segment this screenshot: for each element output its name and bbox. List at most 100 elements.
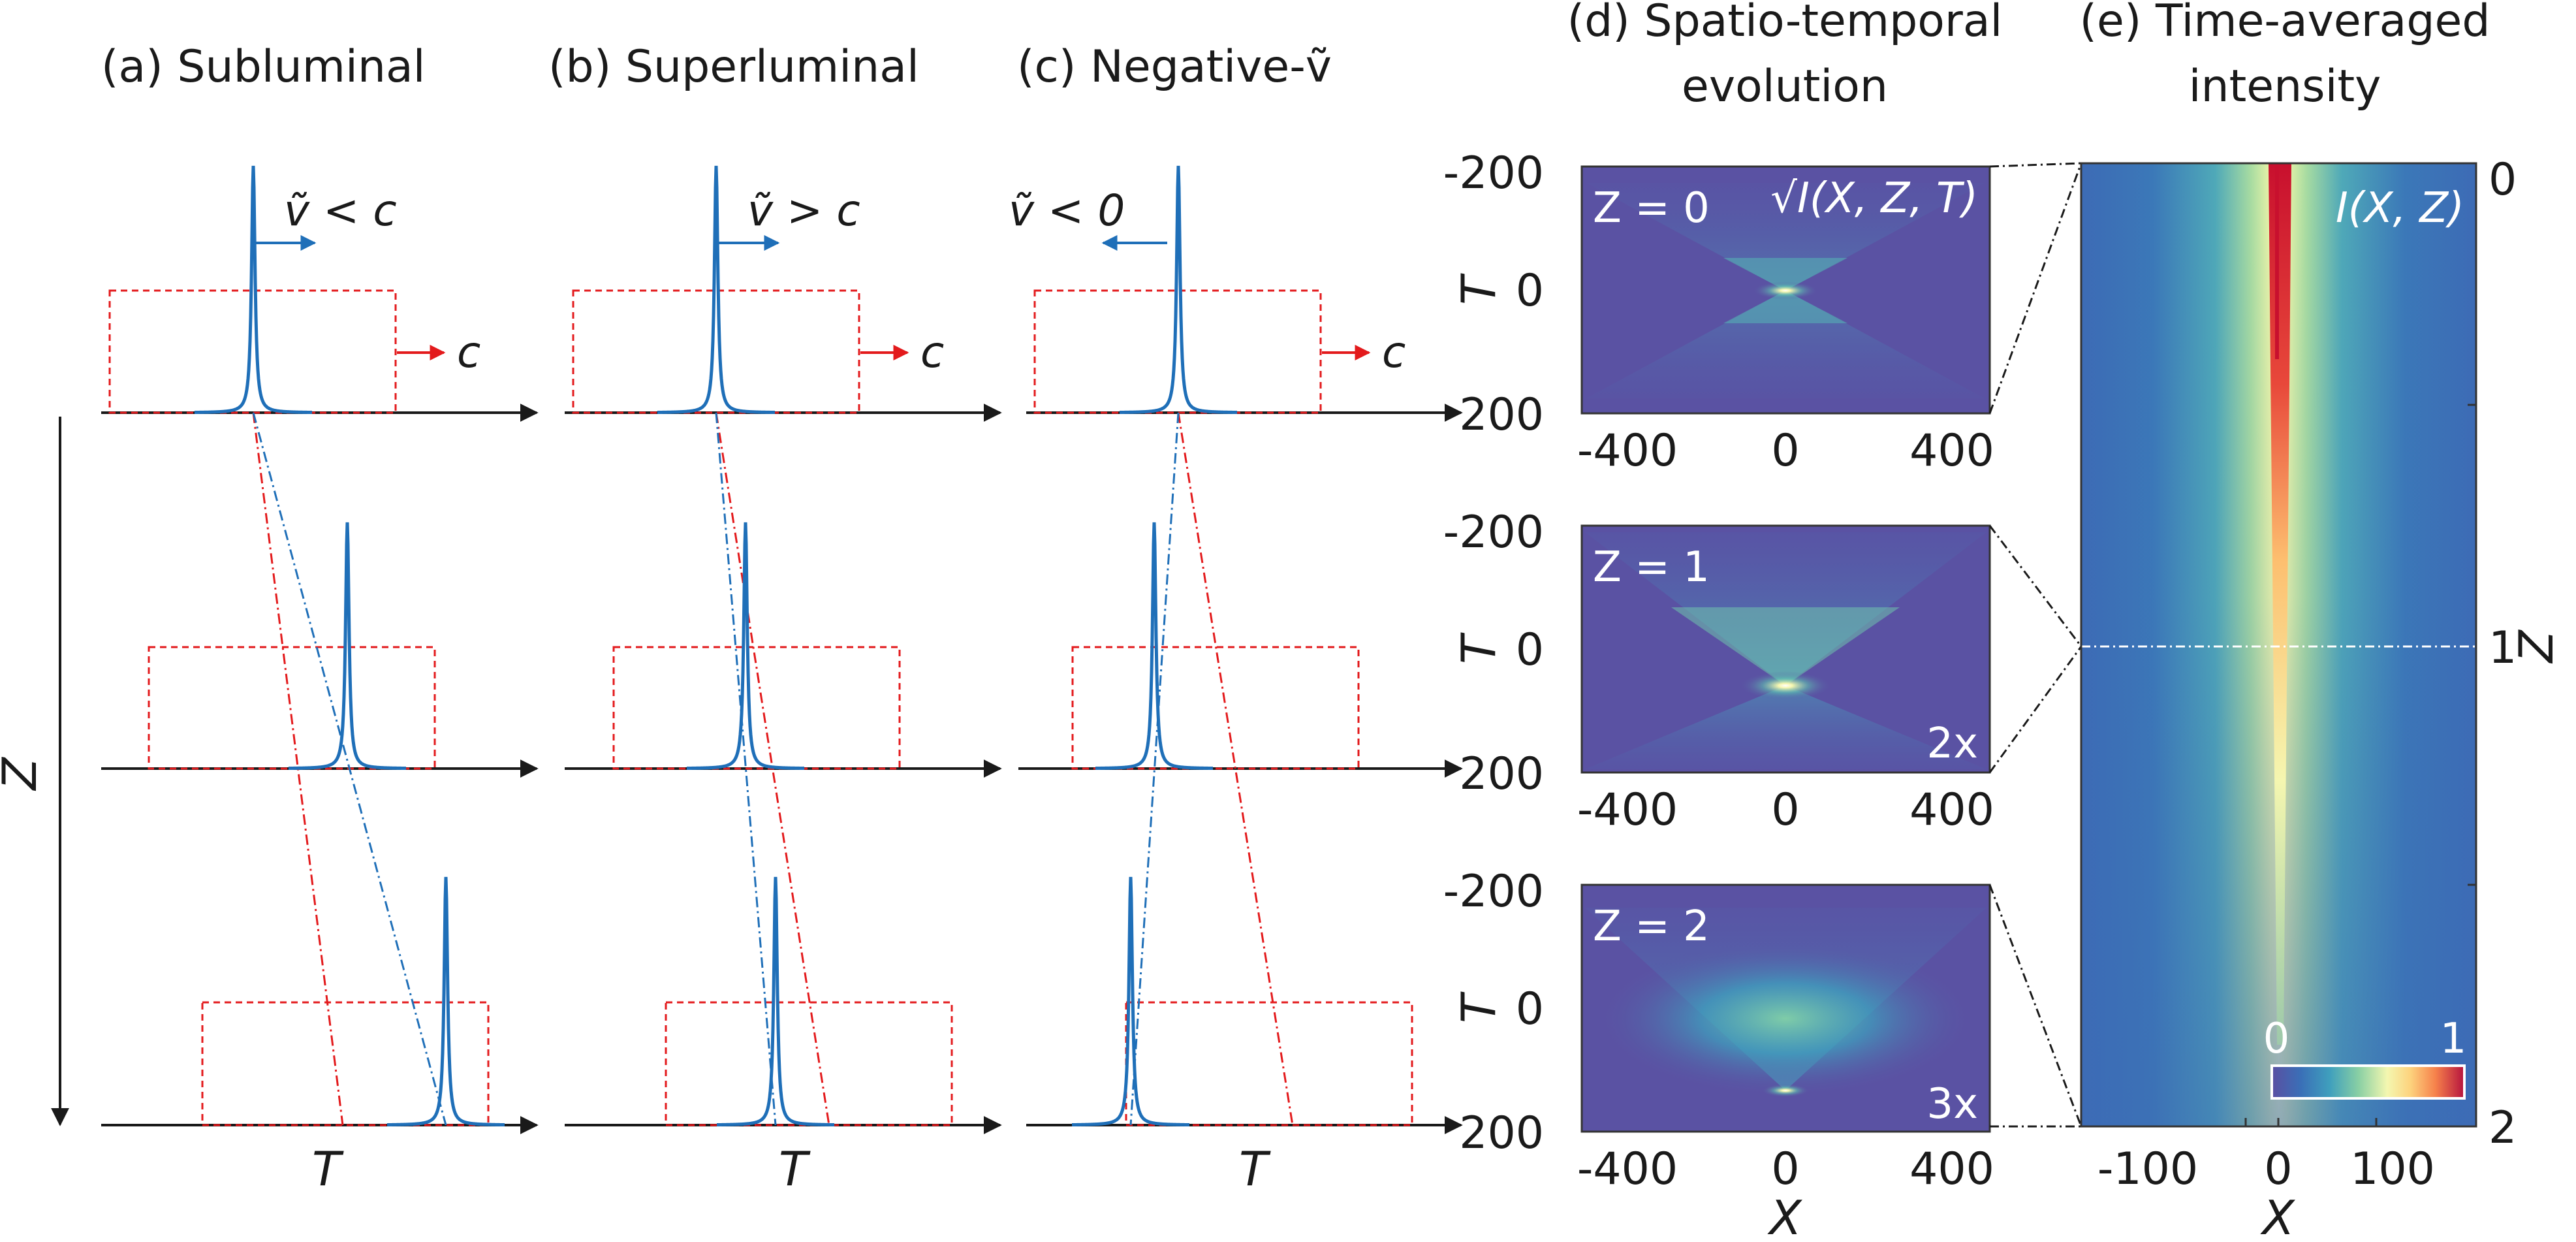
intensity-core-peak bbox=[2275, 163, 2279, 359]
z-axis-label-e: Z bbox=[2509, 629, 2564, 664]
pulses bbox=[194, 165, 1238, 1127]
colorbar bbox=[2270, 1064, 2466, 1100]
pulse-a-row2 bbox=[288, 522, 407, 771]
st-fan-lower-z0 bbox=[1586, 291, 1985, 398]
z-tick: 0 bbox=[2489, 154, 2517, 206]
st-quantity-label: √I(X, Z, T) bbox=[1770, 174, 1978, 223]
t-tick: -200 bbox=[1443, 507, 1544, 558]
pulse-trajectory-c bbox=[1129, 412, 1180, 1126]
t-tick: 0 bbox=[1516, 624, 1544, 676]
light-speed-label-b: c bbox=[920, 327, 944, 377]
st-frame-border-z0 bbox=[1580, 165, 1991, 415]
pulse-trajectory-a bbox=[252, 412, 447, 1126]
x-tick: 0 bbox=[1771, 784, 1799, 836]
x-tick: 0 bbox=[1771, 1143, 1799, 1195]
light-speed-label-c: c bbox=[1382, 327, 1406, 377]
st-z-label-1: Z = 1 bbox=[1593, 543, 1710, 592]
panel-e-title-line1: (e) Time-averaged bbox=[2080, 0, 2490, 47]
st-frame-z2: Z = 2 3x bbox=[1580, 884, 1991, 1133]
light-window-b-row3 bbox=[665, 1001, 953, 1126]
intensity-core bbox=[2269, 163, 2291, 1045]
x-tick: 400 bbox=[1909, 1143, 1994, 1195]
st-fan-inner-upper-z0 bbox=[1723, 258, 1847, 291]
t-tick: -200 bbox=[1443, 148, 1544, 199]
light-window-b-row2 bbox=[612, 646, 901, 770]
x-tick: -400 bbox=[1577, 784, 1678, 836]
z-tick: 1 bbox=[2489, 622, 2517, 674]
x-tick: 0 bbox=[2264, 1143, 2292, 1195]
t-tick: 0 bbox=[1516, 265, 1544, 317]
colorbar-max: 1 bbox=[2440, 1015, 2467, 1063]
panel-c-title: (c) Negative-ṽ bbox=[1017, 41, 1332, 93]
connector bbox=[1988, 884, 2082, 1127]
x-tick: 400 bbox=[1909, 784, 1994, 836]
z-tick: 2 bbox=[2489, 1102, 2517, 1154]
pulse-b-row3 bbox=[716, 876, 835, 1127]
intensity-label: I(X, Z) bbox=[2336, 184, 2464, 232]
st-z-label-2: Z = 2 bbox=[1593, 902, 1710, 951]
connector bbox=[1988, 646, 2082, 773]
st-fan-inner-lower-z0 bbox=[1723, 291, 1847, 323]
light-window-c-row1 bbox=[1033, 289, 1322, 414]
connector bbox=[1988, 525, 2082, 647]
t-label-b: T bbox=[779, 1141, 811, 1196]
panel-d-ticks: -200 0 200 -200 0 200 -200 0 200 T T T -… bbox=[1443, 148, 1994, 1242]
panel-e-title-line2: intensity bbox=[2189, 61, 2381, 112]
light-window-a-row3 bbox=[201, 1001, 490, 1126]
light-window-b-row1 bbox=[572, 289, 860, 414]
light-window-a-row2 bbox=[148, 646, 436, 770]
x-tick: -400 bbox=[1577, 425, 1678, 477]
light-window-c-row2 bbox=[1071, 646, 1360, 770]
velocity-label-c: ṽ < 0 bbox=[1009, 185, 1125, 236]
st-z-label-0: Z = 0 bbox=[1593, 184, 1710, 232]
st-frame-border-z1 bbox=[1580, 524, 1991, 774]
pulse-c-row1 bbox=[1119, 165, 1238, 415]
st-magnification-1: 2x bbox=[1926, 720, 1978, 768]
st-fan-lower-z1 bbox=[1585, 686, 1987, 769]
panel-a-title: (a) Subluminal bbox=[101, 41, 426, 93]
pulse-c-row2 bbox=[1095, 522, 1214, 771]
st-frame-border-z2 bbox=[1580, 884, 1991, 1133]
pulse-trajectory-b bbox=[715, 412, 777, 1126]
x-axis-label-d: X bbox=[1767, 1190, 1802, 1242]
t-axis-label-d: T bbox=[1451, 991, 1506, 1023]
x-tick: 0 bbox=[1771, 425, 1799, 477]
panel-d-title-line2: evolution bbox=[1682, 61, 1888, 112]
t-label-a: T bbox=[312, 1141, 344, 1196]
velocity-arrows bbox=[253, 235, 1371, 360]
st-frame-z1: Z = 1 2x bbox=[1580, 524, 1991, 774]
t-tick: -200 bbox=[1443, 866, 1544, 917]
pulse-b-row2 bbox=[686, 522, 805, 771]
st-focus-z0 bbox=[1753, 281, 1818, 300]
st-focus-z2 bbox=[1762, 1084, 1809, 1097]
st-frame-z0: Z = 0 √I(X, Z, T) bbox=[1580, 165, 1991, 415]
t-tick: 200 bbox=[1459, 748, 1544, 800]
st-fan-inner-upper-z1 bbox=[1671, 607, 1900, 686]
x-axis-label-e: X bbox=[2259, 1190, 2295, 1242]
x-tick: 400 bbox=[1909, 425, 1994, 477]
light-window-a-row1 bbox=[108, 289, 397, 414]
panel-d-title-line1: (d) Spatio-temporal bbox=[1567, 0, 2003, 47]
light-window-c-row3 bbox=[1125, 1001, 1413, 1126]
light-windows bbox=[108, 289, 1413, 1126]
connector bbox=[1988, 163, 2082, 414]
panel-e-ticks: -100 0 100 X 0 1 2 Z bbox=[2097, 154, 2564, 1242]
x-tick: -100 bbox=[2097, 1143, 2198, 1195]
x-tick: 100 bbox=[2350, 1143, 2435, 1195]
pulse-a-row1 bbox=[194, 165, 313, 415]
st-fan-upper-z0 bbox=[1586, 183, 1985, 291]
x-tick: -400 bbox=[1577, 1143, 1678, 1195]
colorbar-min: 0 bbox=[2263, 1015, 2290, 1063]
t-axis-label-d: T bbox=[1451, 273, 1506, 305]
st-glow-z2 bbox=[1596, 940, 1975, 1097]
st-magnification-2: 3x bbox=[1926, 1080, 1978, 1128]
t-label-c: T bbox=[1239, 1141, 1271, 1196]
velocity-label-b: ṽ > c bbox=[747, 185, 860, 236]
pulse-a-row3 bbox=[386, 876, 505, 1127]
pulse-b-row1 bbox=[657, 165, 776, 415]
pulse-c-row3 bbox=[1071, 876, 1190, 1127]
velocity-label-a: ṽ < c bbox=[284, 185, 397, 236]
d-e-connectors bbox=[1988, 162, 2082, 1128]
panel-b-title: (b) Superluminal bbox=[548, 41, 919, 93]
